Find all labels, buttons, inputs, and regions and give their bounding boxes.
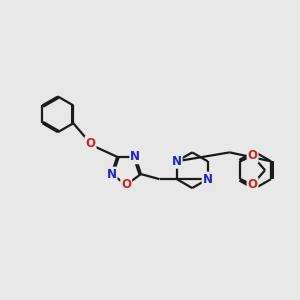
Text: N: N [130,150,140,163]
Text: N: N [172,155,182,168]
Text: N: N [202,172,213,186]
Text: O: O [248,149,258,162]
Text: O: O [248,178,258,191]
Text: N: N [106,168,116,181]
Text: O: O [85,137,96,150]
Text: O: O [121,178,131,191]
